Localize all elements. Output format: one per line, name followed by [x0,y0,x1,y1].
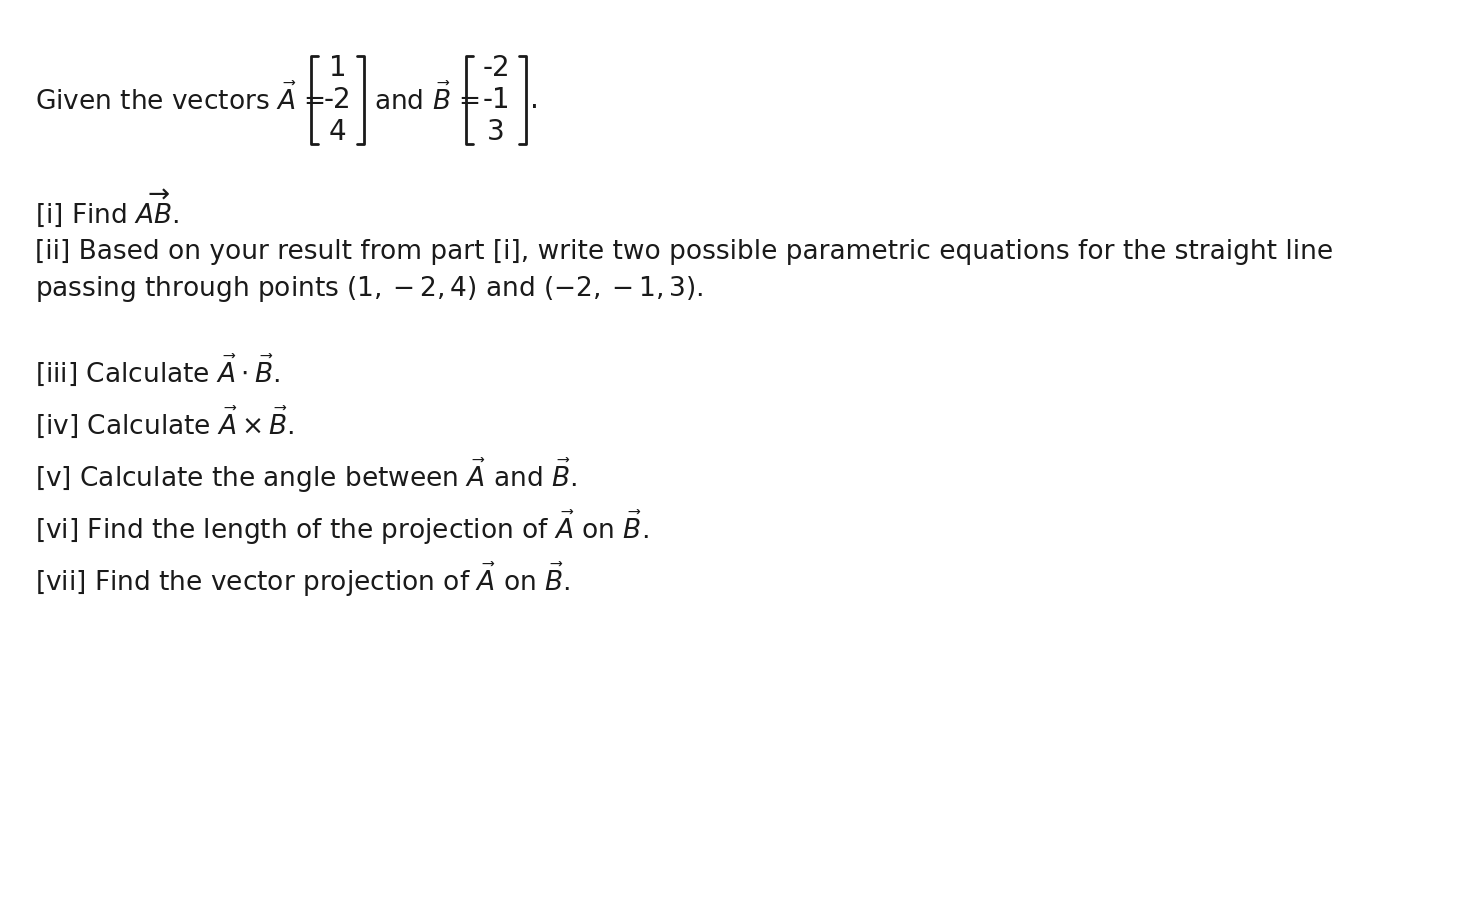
Text: [ii] Based on your result from part [i], write two possible parametric equations: [ii] Based on your result from part [i],… [35,239,1333,265]
Text: [i] Find $\overrightarrow{AB}$.: [i] Find $\overrightarrow{AB}$. [35,187,179,229]
Text: 4: 4 [328,118,346,146]
Text: 3: 3 [487,118,504,146]
Text: passing through points $(1, -2, 4)$ and $(-2, -1, 3)$.: passing through points $(1, -2, 4)$ and … [35,274,704,304]
Text: [iii] Calculate $\vec{A} \cdot \vec{B}$.: [iii] Calculate $\vec{A} \cdot \vec{B}$. [35,353,280,389]
Text: Given the vectors $\vec{A}$ =: Given the vectors $\vec{A}$ = [35,84,325,116]
Text: -1: -1 [482,86,510,114]
Text: [v] Calculate the angle between $\vec{A}$ and $\vec{B}$.: [v] Calculate the angle between $\vec{A}… [35,457,577,495]
Text: [iv] Calculate $\vec{A} \times \vec{B}$.: [iv] Calculate $\vec{A} \times \vec{B}$. [35,405,294,440]
Text: and $\vec{B}$ =: and $\vec{B}$ = [374,84,479,116]
Text: [vii] Find the vector projection of $\vec{A}$ on $\vec{B}$.: [vii] Find the vector projection of $\ve… [35,561,571,599]
Text: [vi] Find the length of the projection of $\vec{A}$ on $\vec{B}$.: [vi] Find the length of the projection o… [35,509,649,548]
Text: .: . [529,86,538,114]
Text: -2: -2 [482,54,510,82]
Text: -2: -2 [324,86,351,114]
Text: 1: 1 [328,54,346,82]
